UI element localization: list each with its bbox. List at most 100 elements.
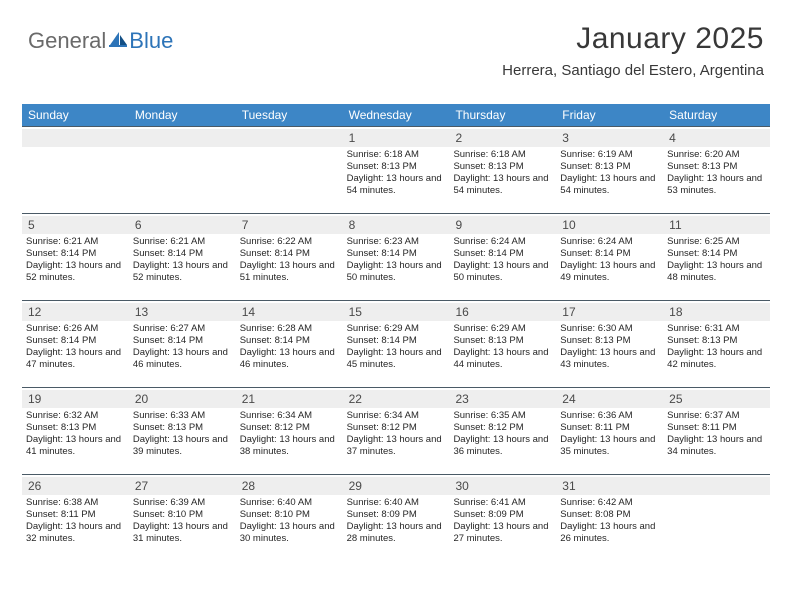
day-number: 14 [242,305,337,319]
day-cell: 20 Sunrise: 6:33 AMSunset: 8:13 PMDayligh… [129,388,236,474]
sunrise-text: Sunrise: 6:33 AM [133,410,232,422]
week-row: 5Sunrise: 6:21 AMSunset: 8:14 PMDaylight… [22,213,770,300]
day-number: 20 [135,392,230,406]
daynum-bar [663,477,770,495]
daylight-text: Daylight: 13 hours and 46 minutes. [240,347,339,371]
daylight-text: Daylight: 13 hours and 50 minutes. [453,260,552,284]
sunset-text: Sunset: 8:14 PM [133,335,232,347]
daynum-bar: 12 [22,303,129,321]
sunrise-text: Sunrise: 6:36 AM [560,410,659,422]
week-row: 12Sunrise: 6:26 AMSunset: 8:14 PMDayligh… [22,300,770,387]
logo-sail-icon [108,28,128,54]
sunset-text: Sunset: 8:14 PM [133,248,232,260]
sunrise-text: Sunrise: 6:41 AM [453,497,552,509]
month-title: January 2025 [502,22,764,56]
weekday-header: Saturday [663,104,770,126]
sunrise-text: Sunrise: 6:18 AM [453,149,552,161]
day-cell: 18Sunrise: 6:31 AMSunset: 8:13 PMDayligh… [663,301,770,387]
daylight-text: Daylight: 13 hours and 41 minutes. [26,434,125,458]
sunset-text: Sunset: 8:13 PM [560,161,659,173]
day-cell: 1Sunrise: 6:18 AMSunset: 8:13 PMDaylight… [343,127,450,213]
day-cell: 11Sunrise: 6:25 AMSunset: 8:14 PMDayligh… [663,214,770,300]
sunrise-text: Sunrise: 6:24 AM [560,236,659,248]
day-number: 30 [455,479,550,493]
sunset-text: Sunset: 8:13 PM [26,422,125,434]
daynum-bar: 1 [343,129,450,147]
daynum-bar: 10 [556,216,663,234]
day-number: 16 [455,305,550,319]
day-number: 24 [562,392,657,406]
weekday-header: Sunday [22,104,129,126]
week-row: 26Sunrise: 6:38 AMSunset: 8:11 PMDayligh… [22,474,770,561]
day-number: 21 [242,392,337,406]
daylight-text: Daylight: 13 hours and 49 minutes. [560,260,659,284]
sunset-text: Sunset: 8:10 PM [240,509,339,521]
sunset-text: Sunset: 8:08 PM [560,509,659,521]
daynum-bar: 17 [556,303,663,321]
weeks-container: 1Sunrise: 6:18 AMSunset: 8:13 PMDaylight… [22,126,770,561]
day-cell: 14Sunrise: 6:28 AMSunset: 8:14 PMDayligh… [236,301,343,387]
sunrise-text: Sunrise: 6:27 AM [133,323,232,335]
day-cell: 9Sunrise: 6:24 AMSunset: 8:14 PMDaylight… [449,214,556,300]
daynum-bar: 8 [343,216,450,234]
sunrise-text: Sunrise: 6:34 AM [347,410,446,422]
day-number: 3 [562,131,657,145]
sunrise-text: Sunrise: 6:32 AM [26,410,125,422]
sunset-text: Sunset: 8:10 PM [133,509,232,521]
daylight-text: Daylight: 13 hours and 39 minutes. [133,434,232,458]
day-number: 12 [28,305,123,319]
day-cell: 12Sunrise: 6:26 AMSunset: 8:14 PMDayligh… [22,301,129,387]
day-cell: 28Sunrise: 6:40 AMSunset: 8:10 PMDayligh… [236,475,343,561]
day-cell [22,127,129,213]
day-cell: 26Sunrise: 6:38 AMSunset: 8:11 PMDayligh… [22,475,129,561]
day-number: 17 [562,305,657,319]
day-cell: 27Sunrise: 6:39 AMSunset: 8:10 PMDayligh… [129,475,236,561]
sunrise-text: Sunrise: 6:38 AM [26,497,125,509]
daynum-bar: 25 [663,390,770,408]
daylight-text: Daylight: 13 hours and 30 minutes. [240,521,339,545]
daynum-bar: 30 [449,477,556,495]
logo-text-blue: Blue [129,28,173,54]
sunset-text: Sunset: 8:12 PM [240,422,339,434]
sunset-text: Sunset: 8:11 PM [560,422,659,434]
day-number: 26 [28,479,123,493]
day-cell: 30Sunrise: 6:41 AMSunset: 8:09 PMDayligh… [449,475,556,561]
day-cell: 24Sunrise: 6:36 AMSunset: 8:11 PMDayligh… [556,388,663,474]
sunrise-text: Sunrise: 6:24 AM [453,236,552,248]
day-cell: 23Sunrise: 6:35 AMSunset: 8:12 PMDayligh… [449,388,556,474]
sunset-text: Sunset: 8:09 PM [347,509,446,521]
day-cell: 2Sunrise: 6:18 AMSunset: 8:13 PMDaylight… [449,127,556,213]
daynum-bar: 24 [556,390,663,408]
daynum-bar: 3 [556,129,663,147]
day-number: 27 [135,479,230,493]
day-cell [663,475,770,561]
day-number: 4 [669,131,764,145]
day-number: 8 [349,218,444,232]
sunrise-text: Sunrise: 6:19 AM [560,149,659,161]
sunset-text: Sunset: 8:13 PM [560,335,659,347]
day-number: 25 [669,392,764,406]
daynum-bar: 7 [236,216,343,234]
calendar-grid: SundayMondayTuesdayWednesdayThursdayFrid… [22,104,770,561]
logo-text-general: General [28,28,106,54]
daylight-text: Daylight: 13 hours and 52 minutes. [133,260,232,284]
sunrise-text: Sunrise: 6:21 AM [26,236,125,248]
day-cell: 21Sunrise: 6:34 AMSunset: 8:12 PMDayligh… [236,388,343,474]
day-number: 28 [242,479,337,493]
daylight-text: Daylight: 13 hours and 26 minutes. [560,521,659,545]
weekday-header: Thursday [449,104,556,126]
daynum-bar: 6 [129,216,236,234]
daynum-bar: 13 [129,303,236,321]
daylight-text: Daylight: 13 hours and 54 minutes. [347,173,446,197]
day-cell [236,127,343,213]
sunrise-text: Sunrise: 6:25 AM [667,236,766,248]
daynum-bar [22,129,129,147]
week-row: 19Sunrise: 6:32 AMSunset: 8:13 PMDayligh… [22,387,770,474]
sunset-text: Sunset: 8:13 PM [133,422,232,434]
day-number: 22 [349,392,444,406]
day-number [669,479,764,493]
day-cell: 22Sunrise: 6:34 AMSunset: 8:12 PMDayligh… [343,388,450,474]
daynum-bar: 2 [449,129,556,147]
sunset-text: Sunset: 8:12 PM [453,422,552,434]
day-cell: 16Sunrise: 6:29 AMSunset: 8:13 PMDayligh… [449,301,556,387]
